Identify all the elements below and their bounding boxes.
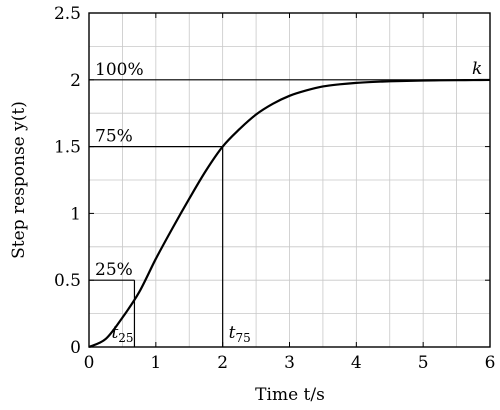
data-point (255, 113, 257, 115)
step-response-curve (88, 78, 491, 349)
data-point (455, 79, 457, 81)
data-point (472, 79, 474, 81)
grid (88, 12, 491, 348)
data-point (355, 82, 357, 84)
curve-layer (88, 78, 491, 349)
data-point (238, 128, 240, 130)
data-point (221, 145, 223, 147)
reference-label: 100% (95, 60, 144, 80)
x-tick-label: 0 (84, 353, 95, 373)
x-tick-label: 2 (217, 353, 228, 373)
data-point (322, 85, 324, 87)
x-tick-label: 1 (150, 353, 161, 373)
data-point (439, 79, 441, 81)
data-point (305, 89, 307, 91)
data-point (121, 316, 123, 318)
marker-label-sub: 25 (118, 331, 133, 345)
y-tick-label: 0 (70, 338, 81, 358)
x-tick-label: 5 (418, 353, 429, 373)
y-tick-label: 2 (70, 71, 81, 91)
y-tick-label: 0.5 (54, 271, 81, 291)
reference-label: 25% (95, 260, 133, 280)
axis-ticks: 0 1 2 3 4 5 6 0 0.5 1 1.5 2 2.5 (54, 4, 495, 373)
x-tick-label: 3 (284, 353, 295, 373)
data-point (338, 83, 340, 85)
annotation-k: k (472, 59, 482, 79)
data-point (105, 338, 107, 340)
data-point (171, 227, 173, 229)
data-point (405, 80, 407, 82)
data-point (288, 95, 290, 97)
data-point (272, 103, 274, 105)
y-tick-label: 1.5 (54, 138, 81, 158)
y-tick-label: 2.5 (54, 4, 81, 24)
data-point (205, 169, 207, 171)
x-axis-title: Time t/s (255, 385, 325, 405)
y-axis-title: Step response y(t) (9, 101, 29, 259)
data-point (138, 291, 140, 293)
data-point (389, 80, 391, 82)
x-tick-label: 4 (351, 353, 362, 373)
data-point (372, 81, 374, 83)
data-point (188, 198, 190, 200)
x-tick-label: 6 (485, 353, 496, 373)
marker-label-main: t (229, 323, 236, 343)
y-tick-label: 1 (70, 204, 81, 224)
vertical-marker-label: t75 (229, 323, 251, 345)
data-point (155, 258, 157, 260)
marker-label-main: t (111, 323, 118, 343)
marker-label-sub: 75 (236, 331, 251, 345)
reference-label: 75% (95, 127, 133, 147)
data-point (422, 79, 424, 81)
vertical-marker-label: t25 (111, 323, 133, 345)
